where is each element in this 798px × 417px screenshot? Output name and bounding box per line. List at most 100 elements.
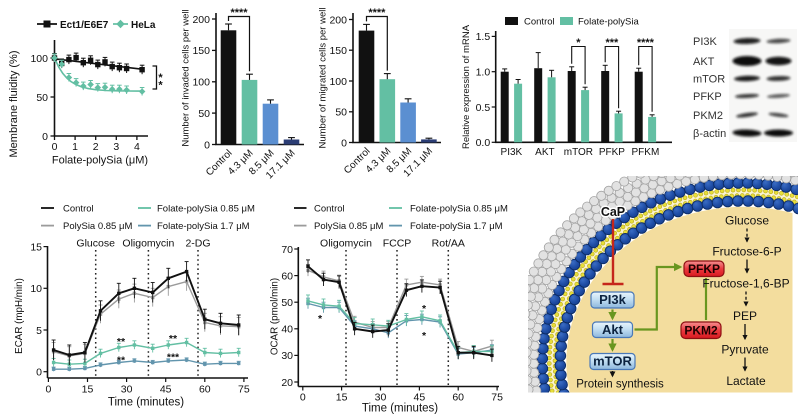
svg-text:200: 200 — [192, 14, 210, 26]
svg-text:0: 0 — [52, 141, 58, 153]
svg-text:*: * — [422, 330, 427, 342]
svg-text:50: 50 — [281, 297, 293, 309]
svg-text:PI3k: PI3k — [599, 292, 627, 307]
svg-text:Oligomycin: Oligomycin — [122, 238, 174, 250]
svg-text:4: 4 — [134, 141, 140, 153]
svg-text:CaP: CaP — [601, 205, 625, 219]
svg-text:100: 100 — [30, 53, 48, 65]
svg-text:70: 70 — [281, 244, 293, 256]
svg-text:*: * — [422, 303, 427, 315]
svg-text:AKT: AKT — [693, 56, 715, 68]
svg-text:1.0: 1.0 — [476, 67, 491, 79]
svg-text:mTOR: mTOR — [564, 147, 593, 158]
svg-text:75: 75 — [491, 392, 503, 404]
svg-text:PI3K: PI3K — [693, 36, 718, 48]
svg-text:**: ** — [117, 355, 126, 367]
svg-text:75: 75 — [238, 384, 250, 396]
svg-text:0: 0 — [204, 139, 210, 151]
svg-text:40: 40 — [281, 324, 293, 336]
svg-text:PolySia 0.85 μM: PolySia 0.85 μM — [63, 221, 132, 232]
svg-text:20: 20 — [281, 377, 293, 389]
svg-text:****: **** — [230, 7, 248, 19]
svg-text:50: 50 — [36, 92, 48, 104]
svg-text:60: 60 — [281, 270, 293, 282]
svg-text:PFKP: PFKP — [599, 147, 625, 158]
svg-text:10: 10 — [30, 283, 42, 295]
svg-text:****: **** — [368, 7, 386, 19]
svg-text:*: * — [158, 72, 163, 84]
svg-text:PKM2: PKM2 — [693, 110, 723, 122]
svg-text:Relative expression of mRNA: Relative expression of mRNA — [461, 24, 472, 149]
svg-text:Folate-polySia 1.7 μM: Folate-polySia 1.7 μM — [157, 221, 250, 232]
svg-text:Oligomycin: Oligomycin — [320, 238, 372, 250]
svg-text:Number of invaded cells per we: Number of invaded cells per well — [181, 9, 192, 146]
svg-text:50: 50 — [335, 107, 347, 119]
svg-text:PKM2: PKM2 — [684, 323, 718, 337]
svg-text:30: 30 — [375, 392, 387, 404]
svg-text:PolySia 0.85 μM: PolySia 0.85 μM — [314, 221, 383, 232]
svg-text:*: * — [318, 313, 323, 325]
svg-text:OCAR (pmol/min): OCAR (pmol/min) — [270, 278, 281, 355]
svg-text:Folate-polySia 1.7 μM: Folate-polySia 1.7 μM — [410, 221, 503, 232]
svg-text:FCCP: FCCP — [383, 238, 412, 250]
svg-text:Time (minutes): Time (minutes) — [108, 397, 184, 409]
svg-text:60: 60 — [199, 384, 211, 396]
svg-text:PFKM: PFKM — [632, 147, 660, 158]
svg-text:*: * — [576, 37, 581, 49]
svg-text:45: 45 — [414, 392, 426, 404]
svg-text:****: **** — [637, 37, 655, 49]
svg-text:mTOR: mTOR — [693, 74, 725, 86]
svg-text:Folate-polySia (μM): Folate-polySia (μM) — [52, 155, 148, 167]
svg-text:*: * — [158, 80, 163, 92]
svg-text:Number of migrated cells per w: Number of migrated cells per well — [318, 8, 329, 149]
svg-text:***: *** — [167, 352, 180, 364]
svg-text:15: 15 — [82, 384, 94, 396]
svg-text:**: ** — [169, 333, 178, 345]
svg-text:PEP: PEP — [733, 309, 757, 323]
svg-text:HeLa: HeLa — [131, 20, 156, 31]
svg-text:150: 150 — [329, 45, 347, 57]
svg-text:2: 2 — [93, 141, 99, 153]
svg-text:1: 1 — [72, 141, 78, 153]
svg-text:1.5: 1.5 — [476, 31, 491, 43]
svg-text:Fructose-1,6-BP: Fructose-1,6-BP — [702, 277, 789, 291]
svg-text:Akt: Akt — [602, 322, 624, 337]
svg-text:0.5: 0.5 — [476, 102, 491, 114]
svg-text:30: 30 — [281, 350, 293, 362]
svg-text:Glucose: Glucose — [725, 214, 769, 228]
svg-text:Fructose-6-P: Fructose-6-P — [712, 245, 781, 259]
svg-text:0: 0 — [300, 392, 306, 404]
svg-text:0.0: 0.0 — [476, 137, 491, 149]
svg-text:Control: Control — [524, 17, 555, 28]
svg-text:Folate-polySia 0.85 μM: Folate-polySia 0.85 μM — [410, 204, 508, 215]
svg-text:200: 200 — [329, 14, 347, 26]
svg-text:mTOR: mTOR — [593, 354, 632, 369]
svg-text:45: 45 — [160, 384, 172, 396]
svg-text:Lactate: Lactate — [726, 374, 766, 388]
svg-text:100: 100 — [329, 76, 347, 88]
svg-text:Time (minutes): Time (minutes) — [362, 403, 438, 415]
svg-text:2-DG: 2-DG — [185, 238, 210, 250]
svg-text:PFKP: PFKP — [693, 91, 722, 103]
svg-text:Membrane fluidity (%): Membrane fluidity (%) — [8, 51, 20, 158]
svg-text:Glucose: Glucose — [76, 238, 115, 250]
svg-text:0: 0 — [42, 131, 48, 143]
svg-text:0: 0 — [36, 367, 42, 379]
svg-text:β-actin: β-actin — [693, 128, 726, 140]
svg-text:30: 30 — [121, 384, 133, 396]
svg-text:5: 5 — [36, 325, 42, 337]
svg-text:**: ** — [117, 336, 126, 348]
svg-text:Protein synthesis: Protein synthesis — [576, 379, 664, 391]
svg-text:15: 15 — [30, 241, 42, 253]
svg-text:15: 15 — [336, 392, 348, 404]
svg-text:0: 0 — [45, 384, 51, 396]
svg-text:3: 3 — [113, 141, 119, 153]
svg-text:Rot/AA: Rot/AA — [432, 238, 465, 250]
svg-text:ECAR (mpH/min): ECAR (mpH/min) — [14, 278, 25, 354]
svg-text:0: 0 — [341, 137, 347, 149]
svg-text:PFKP: PFKP — [688, 262, 720, 276]
svg-text:Control: Control — [314, 204, 345, 215]
svg-text:Folate-polySia 0.85 μM: Folate-polySia 0.85 μM — [157, 204, 255, 215]
svg-text:Folate-polySia: Folate-polySia — [578, 17, 639, 28]
svg-text:150: 150 — [192, 45, 210, 57]
